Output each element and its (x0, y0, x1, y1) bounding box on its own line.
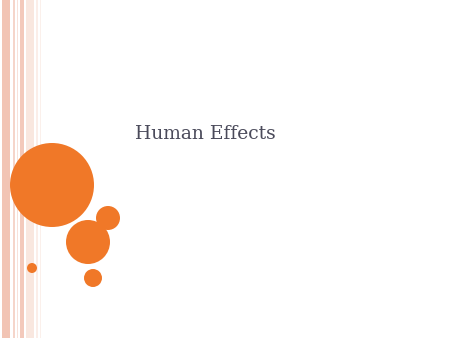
Circle shape (66, 220, 110, 264)
Circle shape (10, 143, 94, 227)
Bar (20, 0, 24, 338)
Circle shape (84, 269, 102, 287)
Bar (36, 0, 38, 338)
Text: Human Effects: Human Effects (135, 124, 276, 143)
Bar (26, 0, 34, 338)
Bar (40, 0, 41, 338)
Bar (13, 0, 15, 338)
Circle shape (27, 263, 37, 273)
Bar (17, 0, 18, 338)
Bar (2, 0, 10, 338)
Circle shape (96, 206, 120, 230)
